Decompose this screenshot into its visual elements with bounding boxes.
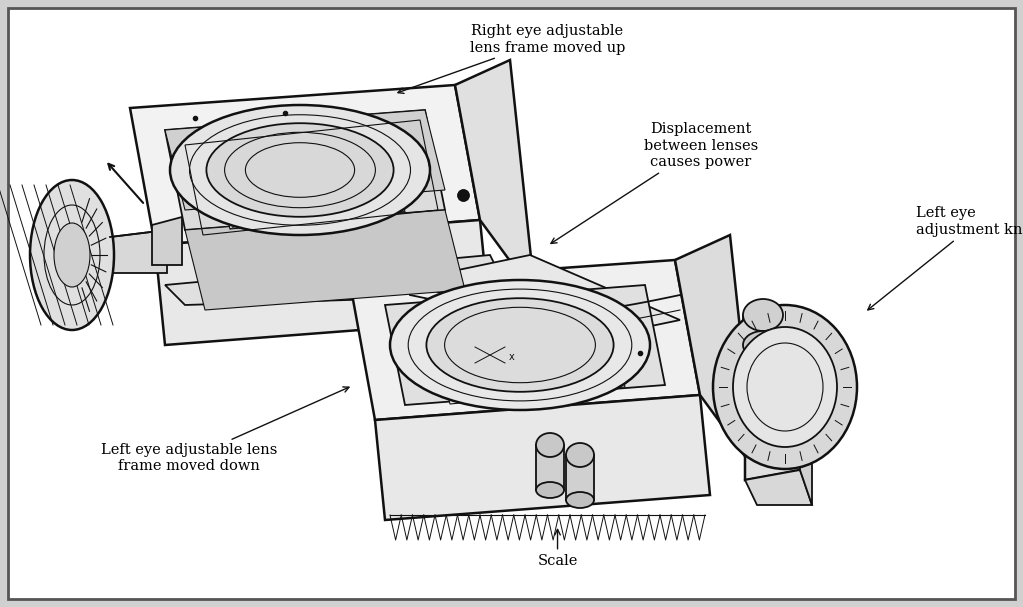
Text: Scale: Scale bbox=[537, 529, 578, 569]
Ellipse shape bbox=[207, 123, 394, 217]
Polygon shape bbox=[743, 315, 783, 345]
Polygon shape bbox=[165, 110, 445, 230]
Polygon shape bbox=[165, 255, 510, 305]
Polygon shape bbox=[745, 380, 800, 480]
Ellipse shape bbox=[720, 355, 770, 419]
Polygon shape bbox=[185, 210, 465, 310]
Ellipse shape bbox=[566, 443, 594, 467]
Polygon shape bbox=[152, 217, 182, 265]
Polygon shape bbox=[375, 395, 710, 520]
Polygon shape bbox=[675, 235, 755, 470]
Text: Left eye adjustable lens
frame moved down: Left eye adjustable lens frame moved dow… bbox=[101, 387, 349, 473]
Polygon shape bbox=[800, 370, 812, 505]
Ellipse shape bbox=[427, 298, 614, 392]
Ellipse shape bbox=[743, 331, 783, 359]
Ellipse shape bbox=[566, 492, 594, 508]
Polygon shape bbox=[435, 323, 625, 404]
Polygon shape bbox=[350, 260, 700, 420]
Polygon shape bbox=[745, 470, 812, 505]
Polygon shape bbox=[385, 285, 665, 405]
Polygon shape bbox=[536, 445, 564, 490]
Polygon shape bbox=[155, 220, 490, 345]
Ellipse shape bbox=[713, 305, 857, 469]
Polygon shape bbox=[566, 455, 594, 500]
Polygon shape bbox=[740, 335, 790, 440]
FancyBboxPatch shape bbox=[8, 8, 1015, 599]
Polygon shape bbox=[215, 148, 405, 229]
Polygon shape bbox=[165, 110, 445, 210]
Ellipse shape bbox=[170, 105, 430, 235]
Polygon shape bbox=[110, 230, 167, 273]
Text: x: x bbox=[509, 352, 515, 362]
Ellipse shape bbox=[30, 180, 114, 330]
Ellipse shape bbox=[390, 280, 650, 410]
Ellipse shape bbox=[536, 482, 564, 498]
Ellipse shape bbox=[733, 327, 837, 447]
Ellipse shape bbox=[743, 299, 783, 331]
Ellipse shape bbox=[536, 433, 564, 457]
Text: Left eye
adjustment knob: Left eye adjustment knob bbox=[868, 206, 1023, 310]
Polygon shape bbox=[410, 255, 680, 345]
Polygon shape bbox=[455, 60, 535, 295]
Text: Displacement
between lenses
causes power: Displacement between lenses causes power bbox=[551, 123, 758, 243]
Text: Right eye adjustable
lens frame moved up: Right eye adjustable lens frame moved up bbox=[398, 24, 625, 93]
Polygon shape bbox=[130, 85, 480, 245]
Ellipse shape bbox=[54, 223, 90, 287]
